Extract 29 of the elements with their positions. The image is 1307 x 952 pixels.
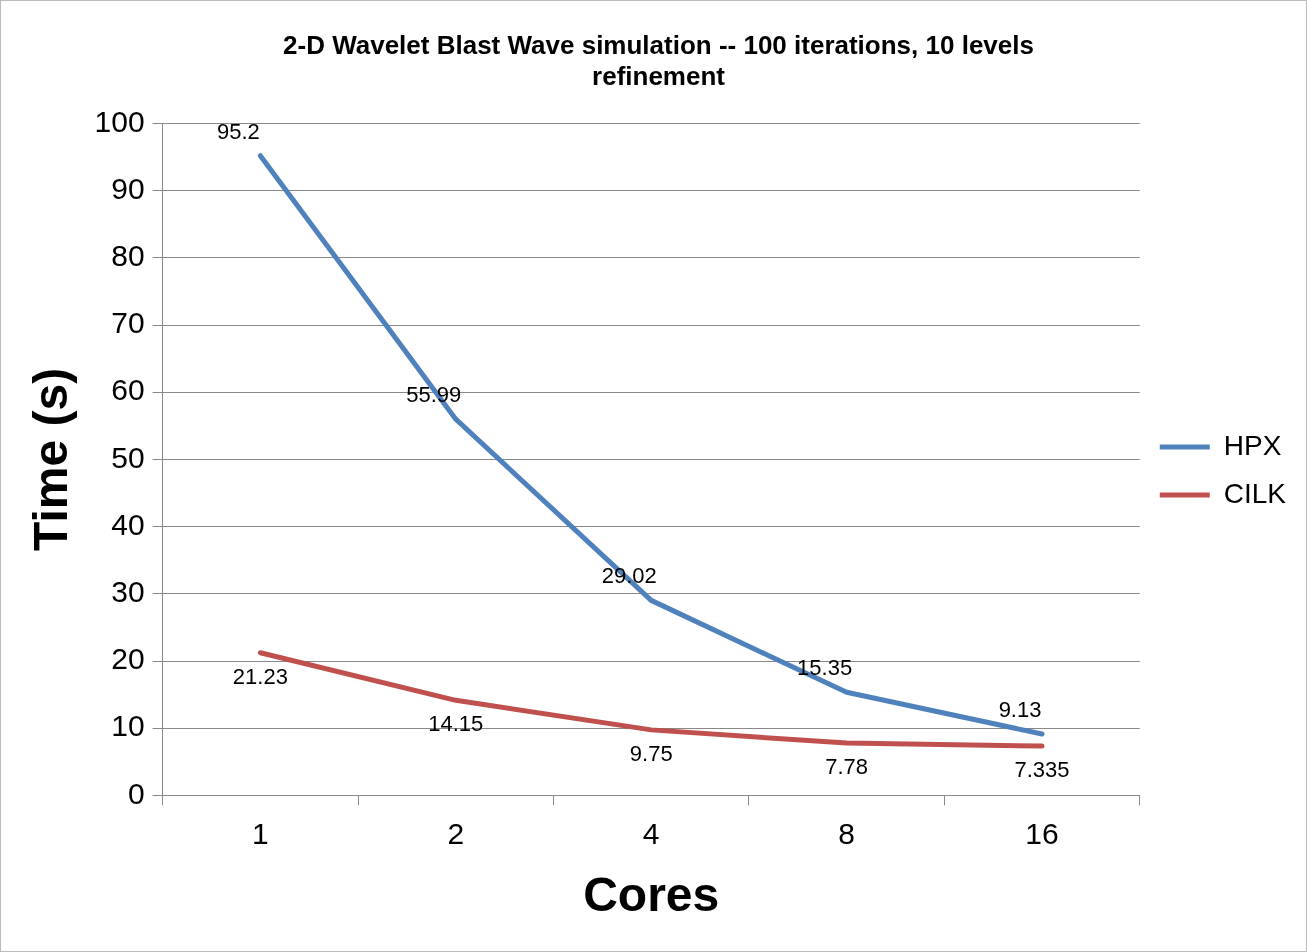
y-tick-label: 0	[127, 776, 145, 810]
data-label: 95.2	[216, 118, 260, 144]
data-label: 9.75	[629, 740, 673, 766]
legend-label: CILK	[1223, 477, 1287, 509]
data-label: 7.335	[1014, 757, 1070, 783]
y-axis-title: Time (s)	[24, 367, 78, 551]
x-axis-title: Cores	[583, 868, 720, 922]
x-tick-label: 4	[642, 816, 660, 850]
x-tick-label: 8	[838, 816, 855, 850]
data-label: 9.13	[998, 697, 1042, 723]
y-tick-label: 30	[111, 575, 145, 609]
data-label: 15.35	[797, 655, 853, 681]
y-tick-label: 100	[94, 104, 145, 138]
y-tick-label: 90	[111, 171, 145, 205]
y-tick-label: 80	[111, 239, 145, 273]
x-tick-label: 2	[447, 816, 465, 850]
y-tick-label: 50	[111, 440, 145, 474]
y-tick-label: 60	[111, 373, 145, 407]
y-tick-label: 20	[111, 642, 145, 676]
x-tick-label: 1	[252, 816, 269, 850]
x-tick-label: 16	[1025, 816, 1059, 850]
data-label: 7.78	[825, 754, 869, 780]
y-tick-label: 70	[111, 306, 145, 340]
chart-title: 2-D Wavelet Blast Wave simulation -- 100 iterations, 10 levels refinement	[283, 29, 1034, 91]
data-label: 14.15	[428, 711, 484, 737]
data-label: 21.23	[232, 663, 288, 689]
legend-label: HPX	[1223, 429, 1282, 461]
y-tick-label: 10	[111, 709, 145, 743]
y-tick-label: 40	[111, 507, 145, 541]
